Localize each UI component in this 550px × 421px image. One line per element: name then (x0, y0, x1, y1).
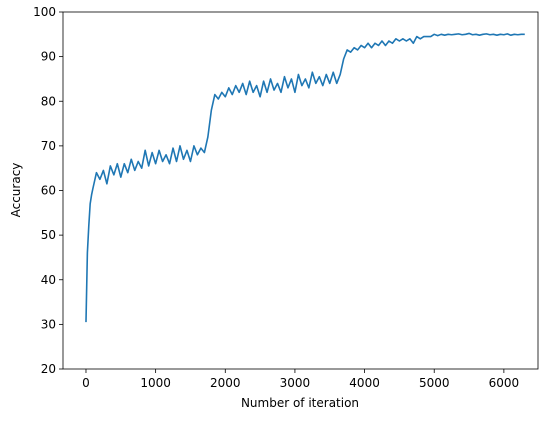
x-axis-label: Number of iteration (241, 396, 359, 410)
y-tick-label: 30 (41, 317, 56, 331)
x-tick-label: 2000 (210, 376, 241, 390)
y-tick-label: 100 (33, 5, 56, 19)
y-axis-label: Accuracy (9, 163, 23, 218)
y-tick-label: 90 (41, 50, 56, 64)
x-tick-label: 5000 (419, 376, 450, 390)
x-tick-label: 1000 (140, 376, 171, 390)
plot-frame (62, 11, 539, 370)
y-tick-label: 80 (41, 94, 56, 108)
line-series (85, 32, 525, 323)
x-tick-label: 3000 (280, 376, 311, 390)
y-tick-label: 60 (41, 184, 56, 198)
y-tick-label: 50 (41, 228, 56, 242)
y-tick-label: 40 (41, 273, 56, 287)
x-tick-label: 6000 (489, 376, 520, 390)
y-tick-label: 70 (41, 139, 56, 153)
x-tick-label: 0 (82, 376, 90, 390)
y-tick-label: 20 (41, 362, 56, 376)
x-tick-label: 4000 (349, 376, 380, 390)
